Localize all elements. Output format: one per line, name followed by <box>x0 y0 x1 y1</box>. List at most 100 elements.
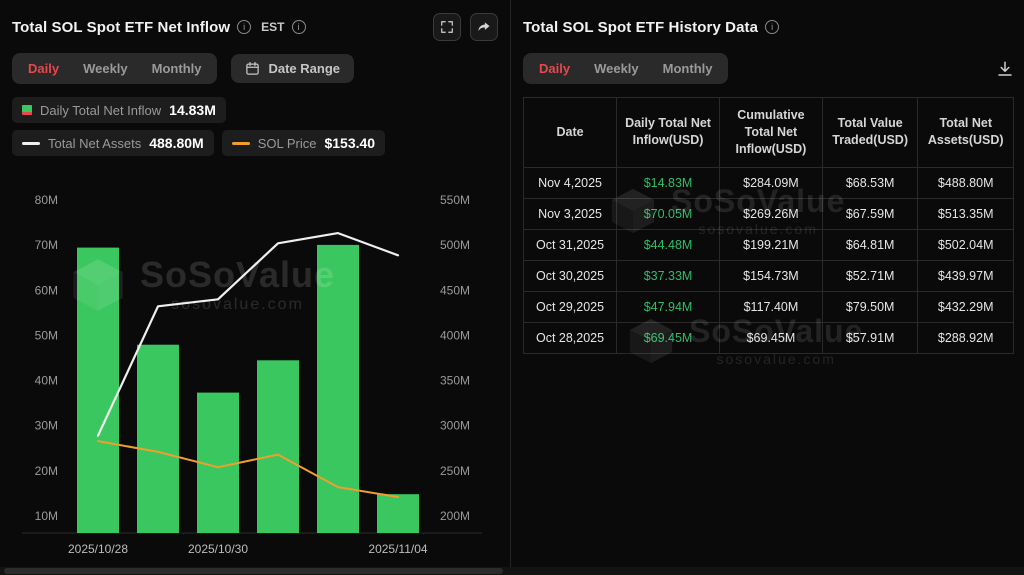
svg-text:40M: 40M <box>35 374 58 388</box>
value-cell: $117.40M <box>718 290 823 323</box>
tab-daily[interactable]: Daily <box>28 61 60 76</box>
value-cell: $79.50M <box>821 290 919 323</box>
header-actions <box>433 13 498 41</box>
fullscreen-button[interactable] <box>433 13 461 41</box>
date-cell: Oct 31,2025 <box>522 228 618 261</box>
value-cell: $69.45M <box>718 321 823 354</box>
timezone-label: EST <box>261 20 285 34</box>
value-cell: $269.26M <box>718 197 823 230</box>
value-cell: $68.53M <box>821 166 919 199</box>
info-icon[interactable]: i <box>237 20 252 34</box>
download-button[interactable] <box>996 60 1014 78</box>
value-cell: $14.83M <box>616 166 720 199</box>
panel-divider <box>510 0 511 575</box>
tab-monthly[interactable]: Monthly <box>662 61 713 76</box>
history-period-tabs: Daily Weekly Monthly <box>523 53 729 84</box>
legend-total-net-assets[interactable]: Total Net Assets 488.80M <box>12 130 214 156</box>
history-table-body: Nov 4,2025 $14.83M $284.09M $68.53M $488.80M… <box>522 166 1014 354</box>
column-header: Cumulative Total Net Inflow(USD) <box>718 97 823 168</box>
value-cell: $502.04M <box>917 228 1014 261</box>
value-cell: $284.09M <box>718 166 823 199</box>
date-cell: Oct 29,2025 <box>522 290 618 323</box>
svg-text:450M: 450M <box>440 283 470 297</box>
value-cell: $70.05M <box>616 197 720 230</box>
share-icon <box>477 20 491 34</box>
period-tabs: Daily Weekly Monthly <box>12 53 218 84</box>
value-cell: $67.59M <box>821 197 919 230</box>
inflow-chart-svg: 80M 70M 60M 50M 40M 30M 20M 10M 200M 250M 300M 350M… <box>22 193 482 556</box>
svg-text:550M: 550M <box>440 193 470 207</box>
table-header-row: Date Daily Total Net Inflow(USD) Cumulativ… <box>522 97 1014 168</box>
svg-text:500M: 500M <box>440 238 470 252</box>
tab-weekly[interactable]: Weekly <box>83 61 128 76</box>
value-cell: $199.21M <box>718 228 823 261</box>
column-header: Total Net Assets(USD) <box>917 97 1014 168</box>
calendar-icon <box>245 61 260 76</box>
svg-text:10M: 10M <box>35 509 58 523</box>
svg-text:250M: 250M <box>440 464 470 478</box>
table-row: Oct 29,2025 $47.94M $117.40M $79.50M $432.29… <box>522 290 1014 323</box>
value-cell: $57.91M <box>821 321 919 354</box>
legend-daily-net-inflow[interactable]: Daily Total Net Inflow 14.83M <box>12 97 226 123</box>
date-range-label: Date Range <box>268 61 341 76</box>
info-icon[interactable]: i <box>291 20 306 34</box>
value-cell: $37.33M <box>616 259 720 292</box>
table-row: Nov 4,2025 $14.83M $284.09M $68.53M $488.80M <box>522 166 1014 199</box>
legend-value: 488.80M <box>149 135 204 151</box>
horizontal-scrollbar[interactable] <box>4 568 503 574</box>
line-swatch-icon <box>22 141 40 145</box>
svg-text:400M: 400M <box>440 328 470 342</box>
inflow-chart[interactable]: SoSoValue sosovalue.com 80M 70M 60M 50M 40M 3… <box>12 164 498 564</box>
legend-sol-price[interactable]: SOL Price $153.40 <box>221 130 386 156</box>
value-cell: $69.45M <box>616 321 720 354</box>
tab-daily[interactable]: Daily <box>539 61 571 76</box>
bar-swatch-icon <box>22 105 32 115</box>
share-button[interactable] <box>470 13 498 41</box>
legend-label: SOL Price <box>257 135 317 151</box>
value-cell: $47.94M <box>616 290 720 323</box>
legend-value: $153.40 <box>324 135 376 151</box>
value-cell: $432.29M <box>917 290 1014 323</box>
svg-text:80M: 80M <box>35 193 58 207</box>
history-table: Date Daily Total Net Inflow(USD) Cumulativ… <box>522 97 1014 354</box>
line-swatch-icon <box>231 141 250 145</box>
value-cell: $154.73M <box>718 259 823 292</box>
horizontal-scrollbar-track <box>0 567 1024 575</box>
tab-weekly[interactable]: Weekly <box>594 61 639 76</box>
date-cell: Nov 4,2025 <box>522 166 618 199</box>
tab-monthly[interactable]: Monthly <box>151 61 202 76</box>
value-cell: $52.71M <box>821 259 919 292</box>
value-cell: $488.80M <box>917 166 1014 199</box>
download-icon <box>996 60 1014 78</box>
column-header: Date <box>522 97 618 168</box>
table-row: Oct 28,2025 $69.45M $69.45M $57.91M $288.92M <box>522 321 1014 354</box>
svg-text:350M: 350M <box>440 374 470 388</box>
legend-label: Daily Total Net Inflow <box>40 102 162 118</box>
fullscreen-icon <box>440 20 454 34</box>
history-table-wrap: SoSoValue sosovalue.com SoSoValue sosova… <box>522 97 1014 367</box>
history-panel-header: Total SOL Spot ETF History Data i <box>523 12 1014 42</box>
history-panel: Total SOL Spot ETF History Data i Daily … <box>511 0 1024 575</box>
value-cell: $64.81M <box>821 228 919 261</box>
date-range-button[interactable]: Date Range <box>231 54 355 83</box>
svg-text:20M: 20M <box>35 464 58 478</box>
info-icon[interactable]: i <box>765 20 780 34</box>
inflow-panel: Total SOL Spot ETF Net Inflow i EST i <box>0 0 510 575</box>
history-controls: Daily Weekly Monthly <box>523 53 1014 84</box>
inflow-controls: Daily Weekly Monthly Date Range <box>12 53 498 84</box>
inflow-panel-title: Total SOL Spot ETF Net Inflow <box>12 18 231 36</box>
svg-text:60M: 60M <box>35 283 58 297</box>
chart-legend: Daily Total Net Inflow 14.83M Total Net … <box>12 97 498 156</box>
legend-label: Total Net Assets <box>48 135 142 151</box>
svg-text:2025/10/28: 2025/10/28 <box>68 542 128 556</box>
svg-text:300M: 300M <box>440 419 470 433</box>
svg-text:2025/10/30: 2025/10/30 <box>188 542 248 556</box>
history-panel-title: Total SOL Spot ETF History Data <box>523 18 759 36</box>
table-row: Oct 31,2025 $44.48M $199.21M $64.81M $502.04… <box>522 228 1014 261</box>
value-cell: $288.92M <box>917 321 1014 354</box>
column-header: Total Value Traded(USD) <box>821 97 919 168</box>
inflow-panel-header: Total SOL Spot ETF Net Inflow i EST i <box>12 12 498 42</box>
table-row: Nov 3,2025 $70.05M $269.26M $67.59M $513.35M <box>522 197 1014 230</box>
table-row: Oct 30,2025 $37.33M $154.73M $52.71M $439.97… <box>522 259 1014 292</box>
